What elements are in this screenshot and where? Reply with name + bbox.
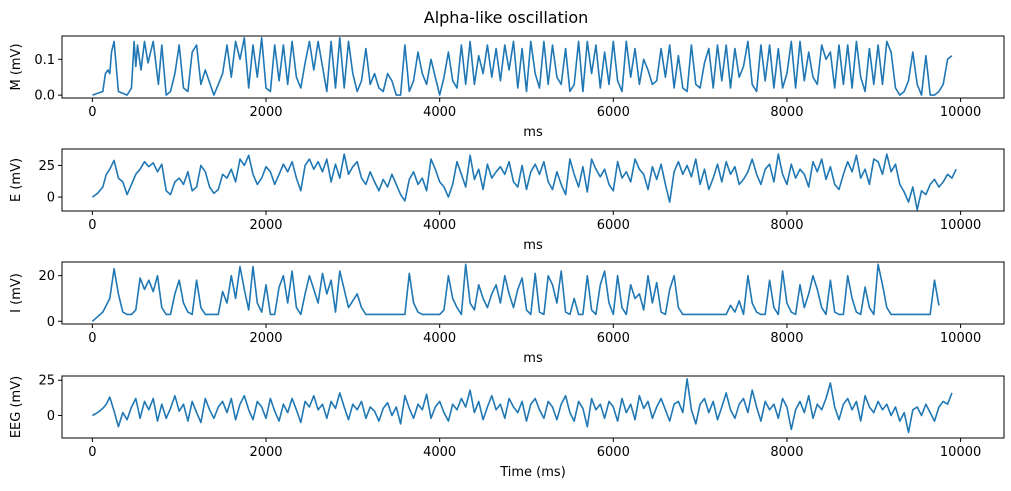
x-tick-label-eeg: 8000 <box>770 445 803 460</box>
x-axis-label-m: ms <box>523 125 543 140</box>
y-tick-label-m: 0.1 <box>34 53 55 68</box>
x-tick-label-e: 4000 <box>423 218 456 233</box>
subplot-m: 0 2000 4000 6000 8000 10000 0.0 0.1 M (mV) ms <box>9 35 1005 140</box>
x-tick-label-i: 4000 <box>423 331 456 346</box>
subplot-eeg: 0 2000 4000 6000 8000 10000 0 25 EEG (mV) Time (m… <box>9 374 1005 480</box>
x-tick-label-m: 10000 <box>940 105 981 120</box>
x-tick-label-e: 0 <box>88 218 96 233</box>
x-tick-label-i: 10000 <box>940 331 981 346</box>
y-axis-label-i: I (mV) <box>9 273 24 313</box>
x-tick-label-i: 2000 <box>249 331 282 346</box>
subplot-e: 0 2000 4000 6000 8000 10000 0 25 E (mV) ms <box>9 148 1005 253</box>
x-axis-label-eeg: Time (ms) <box>499 465 566 480</box>
axes-frame-e <box>61 148 1005 212</box>
x-tick-label-eeg: 2000 <box>249 445 282 460</box>
x-tick-label-eeg: 4000 <box>423 445 456 460</box>
y-tick-label-e: 0 <box>47 191 55 206</box>
x-tick-label-i: 8000 <box>770 331 803 346</box>
x-tick-label-e: 8000 <box>770 218 803 233</box>
x-tick-label-e: 2000 <box>249 218 282 233</box>
y-tick-label-i: 0 <box>47 315 55 330</box>
x-tick-label-e: 6000 <box>597 218 630 233</box>
chart-title: Alpha-like oscillation <box>424 8 589 27</box>
y-tick-label-eeg: 25 <box>38 374 55 389</box>
series-line-i <box>91 263 940 322</box>
x-tick-label-i: 6000 <box>597 331 630 346</box>
axes-frame-m <box>61 35 1005 99</box>
x-tick-label-eeg: 6000 <box>597 445 630 460</box>
axes-frame-eeg <box>61 375 1005 439</box>
x-axis-label-i: ms <box>523 351 543 366</box>
x-tick-label-m: 6000 <box>597 105 630 120</box>
x-tick-label-i: 0 <box>88 331 96 346</box>
y-tick-label-eeg: 0 <box>47 409 55 424</box>
y-axis-label-eeg: EEG (mV) <box>9 376 24 438</box>
y-axis-label-m: M (mV) <box>9 43 24 90</box>
x-tick-label-e: 10000 <box>940 218 981 233</box>
x-tick-label-m: 4000 <box>423 105 456 120</box>
x-tick-label-m: 8000 <box>770 105 803 120</box>
y-axis-label-e: E (mV) <box>9 158 24 202</box>
axes-frame-i <box>61 261 1005 325</box>
x-axis-label-e: ms <box>523 238 543 253</box>
y-tick-label-e: 25 <box>38 159 55 174</box>
y-tick-label-m: 0.0 <box>34 89 55 104</box>
subplot-i: 0 2000 4000 6000 8000 10000 0 20 I (mV) ms <box>9 261 1005 366</box>
x-tick-label-eeg: 0 <box>88 445 96 460</box>
y-tick-label-i: 20 <box>38 269 55 284</box>
x-tick-label-m: 0 <box>88 105 96 120</box>
series-line-m <box>92 36 953 96</box>
x-tick-label-eeg: 10000 <box>940 445 981 460</box>
x-tick-label-m: 2000 <box>249 105 282 120</box>
series-line-eeg <box>92 377 953 434</box>
series-line-e <box>91 153 957 211</box>
